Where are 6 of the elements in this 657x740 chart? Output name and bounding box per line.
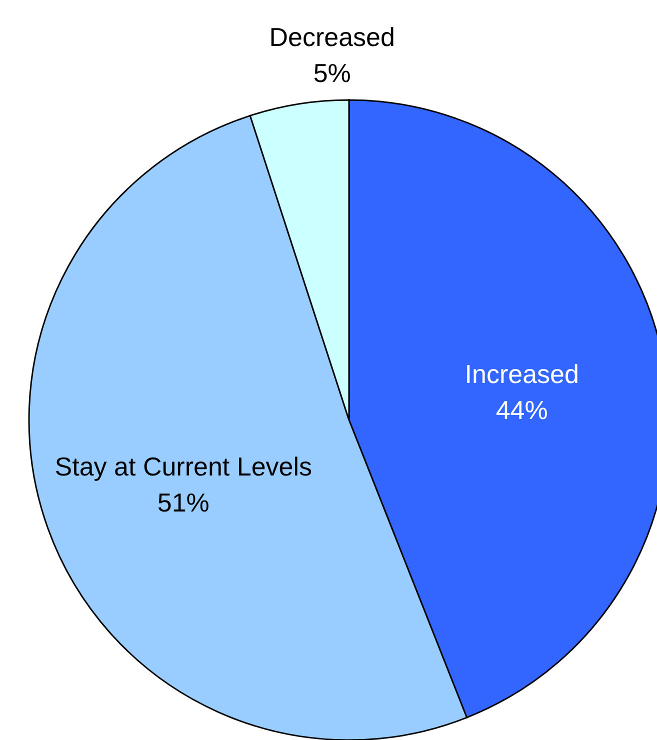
slice-label: Increased xyxy=(464,359,579,390)
data-label: 51% xyxy=(157,488,210,518)
data-label: 44% xyxy=(496,395,548,426)
slice-label: Stay at Current Levels xyxy=(54,452,312,482)
data-label: 5% xyxy=(313,58,351,88)
slice-label: Decreased xyxy=(269,22,395,52)
